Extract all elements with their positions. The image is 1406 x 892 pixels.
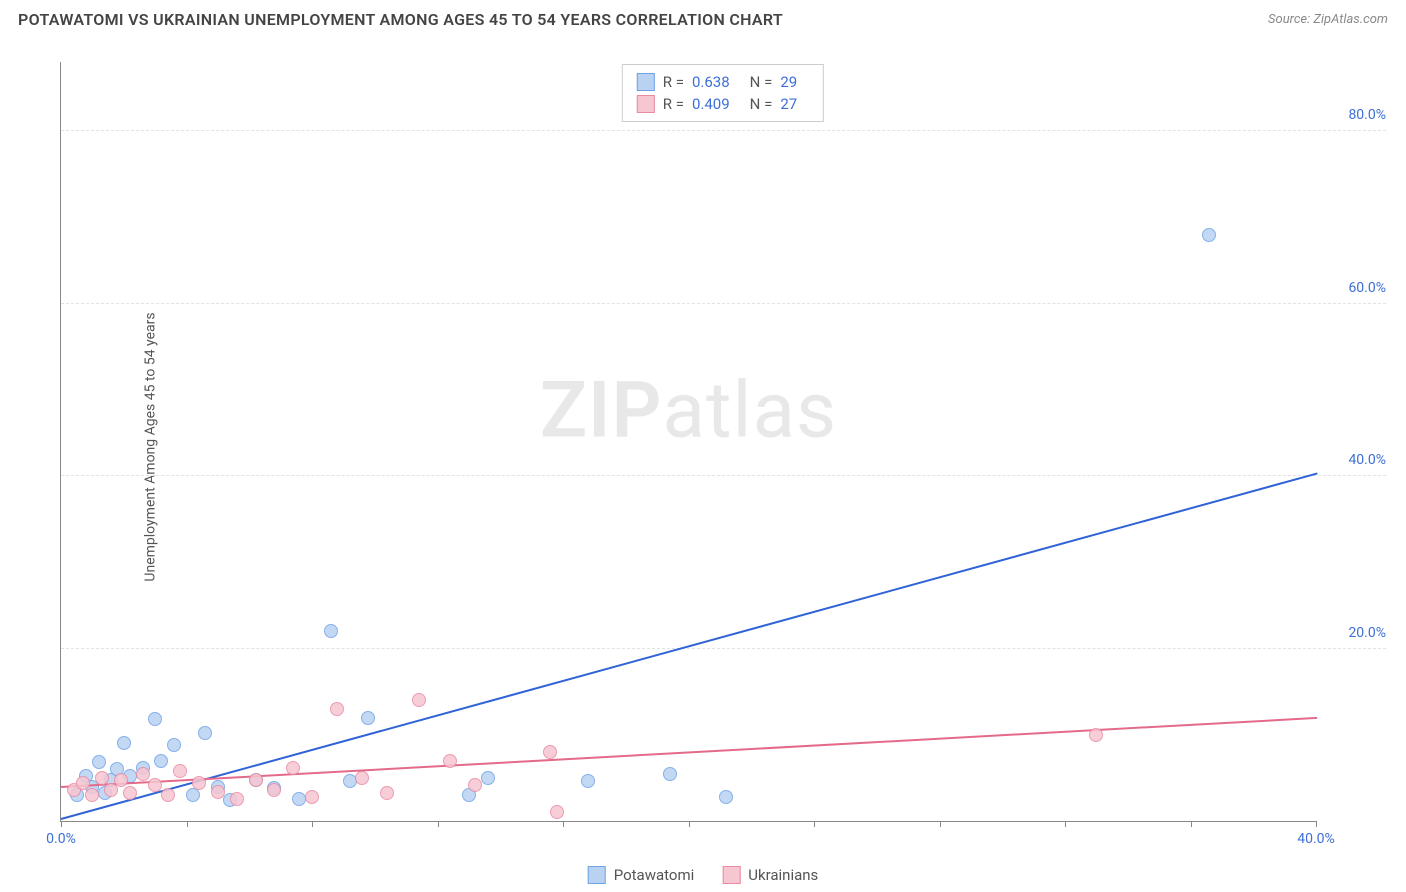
gridline bbox=[61, 475, 1386, 476]
legend-r-label: R = bbox=[663, 73, 684, 91]
data-point bbox=[267, 783, 281, 797]
data-point bbox=[173, 764, 187, 778]
data-point bbox=[154, 754, 168, 768]
data-point bbox=[543, 745, 557, 759]
data-point bbox=[211, 785, 225, 799]
data-point bbox=[186, 788, 200, 802]
legend-item: Potawatomi bbox=[588, 866, 695, 884]
legend-n-value: 29 bbox=[780, 73, 797, 91]
y-tick-label: 40.0% bbox=[1348, 452, 1386, 468]
data-point bbox=[161, 788, 175, 802]
x-tick bbox=[940, 821, 941, 827]
series-legend: Potawatomi Ukrainians bbox=[588, 866, 819, 884]
data-point bbox=[114, 773, 128, 787]
data-point bbox=[148, 712, 162, 726]
data-point bbox=[136, 767, 150, 781]
legend-row: R = 0.409 N = 27 bbox=[637, 93, 809, 115]
legend-swatch bbox=[722, 866, 740, 884]
data-point bbox=[1089, 728, 1103, 742]
x-tick bbox=[1316, 821, 1317, 827]
data-point bbox=[412, 693, 426, 707]
legend-swatch bbox=[637, 95, 655, 113]
data-point bbox=[468, 778, 482, 792]
x-tick bbox=[438, 821, 439, 827]
y-tick-label: 80.0% bbox=[1348, 107, 1386, 123]
data-point bbox=[719, 790, 733, 804]
data-point bbox=[481, 771, 495, 785]
data-point bbox=[286, 761, 300, 775]
legend-item: Ukrainians bbox=[722, 866, 818, 884]
data-point bbox=[192, 776, 206, 790]
data-point bbox=[550, 805, 564, 819]
x-tick bbox=[1065, 821, 1066, 827]
x-tick bbox=[312, 821, 313, 827]
data-point bbox=[355, 771, 369, 785]
data-point bbox=[198, 726, 212, 740]
data-point bbox=[123, 786, 137, 800]
legend-r-value: 0.638 bbox=[692, 73, 730, 91]
data-point bbox=[380, 786, 394, 800]
chart-container: Unemployment Among Ages 45 to 54 years R… bbox=[50, 42, 1396, 852]
legend-r-label: R = bbox=[663, 95, 684, 113]
legend-n-value: 27 bbox=[780, 95, 797, 113]
trend-line bbox=[61, 472, 1318, 819]
data-point bbox=[85, 788, 99, 802]
legend-swatch bbox=[637, 73, 655, 91]
correlation-legend: R = 0.638 N = 29 R = 0.409 N = 27 bbox=[622, 64, 824, 122]
x-tick-label: 0.0% bbox=[46, 831, 76, 847]
x-tick bbox=[814, 821, 815, 827]
data-point bbox=[92, 755, 106, 769]
data-point bbox=[663, 767, 677, 781]
plot-area: ZIPatlas 20.0%40.0%60.0%80.0%0.0%40.0% bbox=[60, 62, 1316, 822]
x-tick-label: 40.0% bbox=[1297, 831, 1335, 847]
data-point bbox=[249, 773, 263, 787]
data-point bbox=[581, 774, 595, 788]
x-tick bbox=[61, 821, 62, 827]
gridline bbox=[61, 648, 1386, 649]
y-tick-label: 20.0% bbox=[1348, 625, 1386, 641]
data-point bbox=[76, 776, 90, 790]
data-point bbox=[117, 736, 131, 750]
data-point bbox=[1202, 228, 1216, 242]
data-point bbox=[167, 738, 181, 752]
legend-swatch bbox=[588, 866, 606, 884]
gridline bbox=[61, 130, 1386, 131]
data-point bbox=[361, 711, 375, 725]
x-tick bbox=[187, 821, 188, 827]
data-point bbox=[305, 790, 319, 804]
watermark: ZIPatlas bbox=[540, 366, 837, 457]
data-point bbox=[330, 702, 344, 716]
x-tick bbox=[563, 821, 564, 827]
legend-label: Potawatomi bbox=[614, 866, 695, 884]
legend-label: Ukrainians bbox=[748, 866, 818, 884]
data-point bbox=[95, 771, 109, 785]
legend-row: R = 0.638 N = 29 bbox=[637, 71, 809, 93]
data-point bbox=[443, 754, 457, 768]
chart-title: POTAWATOMI VS UKRAINIAN UNEMPLOYMENT AMO… bbox=[18, 10, 783, 29]
y-tick-label: 60.0% bbox=[1348, 280, 1386, 296]
x-tick bbox=[689, 821, 690, 827]
legend-n-label: N = bbox=[750, 95, 773, 113]
data-point bbox=[230, 792, 244, 806]
data-point bbox=[324, 624, 338, 638]
source-attribution: Source: ZipAtlas.com bbox=[1268, 12, 1388, 27]
x-tick bbox=[1191, 821, 1192, 827]
gridline bbox=[61, 303, 1386, 304]
data-point bbox=[148, 778, 162, 792]
legend-r-value: 0.409 bbox=[692, 95, 730, 113]
legend-n-label: N = bbox=[750, 73, 773, 91]
